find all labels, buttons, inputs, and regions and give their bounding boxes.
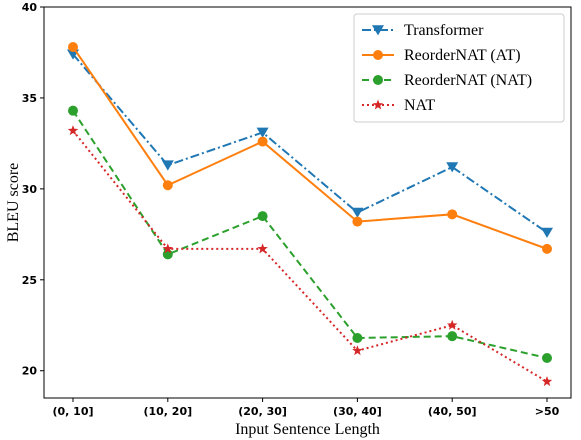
series-line bbox=[72, 53, 548, 234]
x-tick-label: (20, 30] bbox=[238, 405, 287, 418]
data-point bbox=[257, 243, 268, 254]
y-tick-label: 25 bbox=[22, 274, 37, 287]
data-point bbox=[542, 352, 552, 363]
legend-item: ReorderNAT (NAT) bbox=[362, 72, 532, 89]
series-1 bbox=[68, 42, 552, 254]
series-3 bbox=[67, 125, 553, 387]
legend: Transformer ReorderNAT (AT) ReorderNAT (NA… bbox=[353, 13, 565, 123]
data-point bbox=[256, 127, 269, 138]
legend-marker bbox=[373, 50, 383, 60]
legend-item: NAT bbox=[362, 97, 435, 114]
data-point bbox=[351, 207, 364, 218]
legend-marker bbox=[373, 75, 383, 85]
data-point bbox=[352, 216, 363, 227]
data-point bbox=[446, 319, 458, 330]
data-point bbox=[541, 227, 553, 238]
data-point bbox=[257, 136, 268, 147]
legend-marker bbox=[372, 99, 384, 110]
data-point bbox=[68, 42, 78, 53]
legend-label: ReorderNAT (NAT) bbox=[404, 72, 532, 89]
data-point bbox=[352, 332, 363, 343]
x-tick-label: >50 bbox=[535, 405, 560, 418]
legend-item: Transformer bbox=[362, 22, 484, 39]
x-tick-label: (30, 40] bbox=[333, 405, 382, 418]
x-axis-ticks: (0, 10] (10, 20] (20, 30] (30, 40] (40, 50] >… bbox=[52, 398, 560, 418]
data-point bbox=[67, 125, 79, 136]
y-axis-ticks: 20 25 30 35 40 bbox=[22, 1, 44, 378]
legend-label: Transformer bbox=[404, 22, 484, 39]
data-point bbox=[352, 345, 363, 356]
legend-label: NAT bbox=[404, 97, 435, 114]
x-tick-label: (40, 50] bbox=[428, 405, 477, 418]
series-line bbox=[72, 46, 548, 250]
y-tick-label: 20 bbox=[22, 365, 38, 378]
legend-label: ReorderNAT (AT) bbox=[404, 47, 521, 64]
x-tick-label: (0, 10] bbox=[52, 405, 93, 418]
data-point bbox=[541, 376, 553, 387]
x-tick-label: (10, 20] bbox=[143, 405, 192, 418]
data-point bbox=[257, 211, 268, 222]
data-point bbox=[447, 209, 458, 220]
data-point bbox=[447, 331, 458, 342]
legend-marker bbox=[372, 25, 384, 36]
series-line bbox=[72, 130, 548, 383]
plot-area bbox=[43, 6, 572, 399]
y-tick-label: 40 bbox=[22, 1, 38, 14]
data-point bbox=[68, 105, 78, 116]
data-point bbox=[162, 243, 174, 254]
series-line bbox=[72, 110, 548, 359]
plot-frame bbox=[43, 6, 572, 399]
data-point bbox=[162, 180, 173, 191]
y-tick-label: 35 bbox=[22, 92, 37, 105]
legend-item: ReorderNAT (AT) bbox=[362, 47, 521, 64]
series-0 bbox=[67, 49, 553, 238]
data-point bbox=[542, 243, 552, 254]
data-point bbox=[446, 162, 459, 173]
legend-box bbox=[353, 13, 565, 123]
x-axis-label: Input Sentence Length bbox=[235, 421, 380, 438]
data-point bbox=[161, 160, 174, 171]
y-axis-label: BLEU score bbox=[5, 163, 22, 243]
y-tick-label: 30 bbox=[22, 183, 38, 196]
series-layer bbox=[67, 42, 553, 387]
